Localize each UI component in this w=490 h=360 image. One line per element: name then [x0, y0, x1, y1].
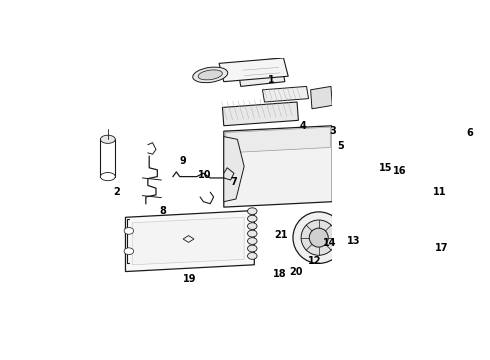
Text: 13: 13: [346, 236, 360, 246]
Circle shape: [293, 212, 344, 264]
Polygon shape: [226, 127, 330, 153]
Text: 11: 11: [433, 187, 446, 197]
Polygon shape: [380, 76, 388, 113]
Ellipse shape: [247, 208, 257, 215]
Ellipse shape: [124, 248, 134, 255]
Polygon shape: [222, 102, 298, 126]
Polygon shape: [311, 86, 332, 109]
Text: 7: 7: [231, 177, 237, 187]
Text: 8: 8: [159, 206, 166, 216]
Ellipse shape: [337, 105, 348, 112]
Text: 3: 3: [329, 126, 336, 136]
Polygon shape: [224, 126, 332, 207]
Text: 16: 16: [393, 166, 407, 176]
Polygon shape: [380, 72, 461, 113]
Text: 18: 18: [272, 269, 286, 279]
Text: 10: 10: [198, 170, 212, 180]
Text: 1: 1: [268, 75, 275, 85]
Ellipse shape: [193, 67, 228, 83]
Circle shape: [301, 220, 336, 255]
Circle shape: [378, 189, 408, 219]
Text: 15: 15: [379, 163, 392, 174]
Ellipse shape: [198, 70, 222, 80]
Polygon shape: [224, 136, 244, 202]
Polygon shape: [247, 58, 281, 69]
Text: 5: 5: [337, 141, 344, 151]
Text: 2: 2: [113, 186, 120, 197]
Circle shape: [384, 194, 403, 213]
Circle shape: [389, 199, 398, 208]
Text: 20: 20: [289, 266, 302, 276]
Text: 14: 14: [323, 238, 336, 248]
Ellipse shape: [333, 103, 352, 115]
Ellipse shape: [247, 238, 257, 244]
Circle shape: [309, 228, 328, 247]
Polygon shape: [219, 58, 288, 82]
Ellipse shape: [247, 223, 257, 230]
Polygon shape: [125, 211, 254, 271]
Ellipse shape: [381, 152, 406, 160]
Ellipse shape: [381, 172, 406, 181]
Text: 6: 6: [466, 127, 473, 138]
Text: 12: 12: [308, 256, 321, 266]
Ellipse shape: [100, 135, 115, 143]
Text: 19: 19: [183, 274, 196, 284]
Ellipse shape: [247, 230, 257, 237]
Ellipse shape: [247, 253, 257, 259]
Polygon shape: [132, 217, 244, 265]
Ellipse shape: [124, 228, 134, 234]
Ellipse shape: [100, 172, 115, 181]
Text: 9: 9: [180, 156, 187, 166]
Text: 4: 4: [300, 121, 307, 131]
Polygon shape: [237, 61, 285, 86]
Text: 21: 21: [275, 230, 288, 240]
Ellipse shape: [247, 245, 257, 252]
Polygon shape: [263, 86, 309, 102]
Text: 17: 17: [435, 243, 448, 253]
Ellipse shape: [247, 215, 257, 222]
